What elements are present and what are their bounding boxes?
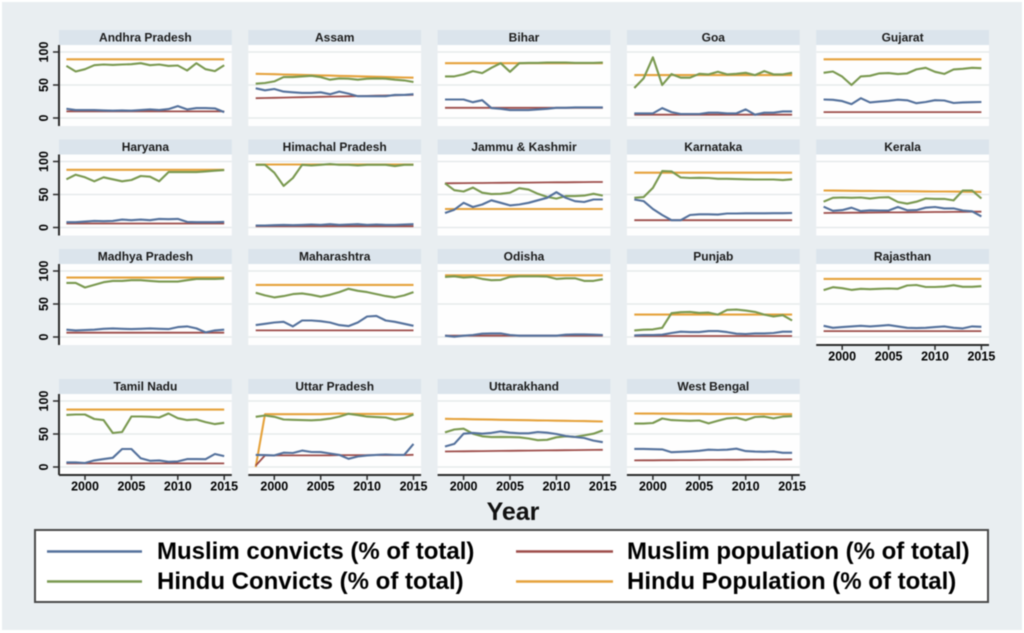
svg-text:0: 0 bbox=[37, 463, 51, 470]
svg-text:2005: 2005 bbox=[496, 479, 524, 493]
svg-text:50: 50 bbox=[37, 297, 51, 311]
svg-text:Kerala: Kerala bbox=[884, 140, 921, 154]
svg-text:Madhya Pradesh: Madhya Pradesh bbox=[98, 250, 193, 264]
svg-text:Odisha: Odisha bbox=[504, 250, 545, 264]
svg-text:2005: 2005 bbox=[685, 479, 713, 493]
svg-text:0: 0 bbox=[37, 333, 51, 340]
svg-text:Uttarakhand: Uttarakhand bbox=[489, 380, 559, 394]
svg-text:2015: 2015 bbox=[967, 349, 995, 363]
svg-text:Haryana: Haryana bbox=[122, 140, 170, 154]
svg-text:Bihar: Bihar bbox=[509, 31, 540, 45]
svg-text:Hindu Population (% of total): Hindu Population (% of total) bbox=[627, 568, 956, 595]
svg-text:2000: 2000 bbox=[71, 479, 99, 493]
svg-text:Hindu Convicts (% of total): Hindu Convicts (% of total) bbox=[157, 568, 464, 595]
svg-text:Punjab: Punjab bbox=[693, 250, 733, 264]
svg-text:Uttar Pradesh: Uttar Pradesh bbox=[295, 380, 374, 394]
svg-text:2000: 2000 bbox=[828, 349, 856, 363]
svg-text:2010: 2010 bbox=[164, 479, 192, 493]
svg-text:2005: 2005 bbox=[117, 479, 145, 493]
svg-text:100: 100 bbox=[37, 261, 51, 282]
svg-text:0: 0 bbox=[37, 114, 51, 121]
svg-text:Tamil Nadu: Tamil Nadu bbox=[114, 380, 178, 394]
svg-text:2015: 2015 bbox=[210, 479, 238, 493]
svg-text:0: 0 bbox=[37, 224, 51, 231]
svg-text:100: 100 bbox=[37, 391, 51, 412]
svg-text:2015: 2015 bbox=[400, 479, 428, 493]
svg-text:50: 50 bbox=[37, 427, 51, 441]
svg-text:Year: Year bbox=[487, 498, 540, 526]
svg-text:2005: 2005 bbox=[875, 349, 903, 363]
svg-text:Assam: Assam bbox=[315, 31, 354, 45]
svg-text:Muslim population (% of total): Muslim population (% of total) bbox=[627, 538, 970, 565]
svg-text:Karnataka: Karnataka bbox=[684, 140, 742, 154]
svg-text:West Bengal: West Bengal bbox=[677, 380, 749, 394]
svg-text:2015: 2015 bbox=[589, 479, 617, 493]
svg-text:2000: 2000 bbox=[260, 479, 288, 493]
svg-text:100: 100 bbox=[37, 42, 51, 63]
svg-text:2010: 2010 bbox=[921, 349, 949, 363]
svg-text:Jammu & Kashmir: Jammu & Kashmir bbox=[471, 140, 577, 154]
svg-text:Rajasthan: Rajasthan bbox=[874, 250, 931, 264]
svg-text:50: 50 bbox=[37, 78, 51, 92]
svg-text:Goa: Goa bbox=[702, 31, 726, 45]
svg-text:Maharashtra: Maharashtra bbox=[299, 250, 371, 264]
svg-text:Himachal Pradesh: Himachal Pradesh bbox=[283, 140, 387, 154]
svg-text:2010: 2010 bbox=[732, 479, 760, 493]
svg-text:2015: 2015 bbox=[778, 479, 806, 493]
svg-text:2000: 2000 bbox=[639, 479, 667, 493]
svg-text:2010: 2010 bbox=[542, 479, 570, 493]
svg-text:Andhra Pradesh: Andhra Pradesh bbox=[99, 31, 192, 45]
svg-text:100: 100 bbox=[37, 151, 51, 172]
svg-text:2005: 2005 bbox=[307, 479, 335, 493]
svg-text:50: 50 bbox=[37, 188, 51, 202]
svg-text:2010: 2010 bbox=[353, 479, 381, 493]
svg-text:Muslim convicts (% of total): Muslim convicts (% of total) bbox=[157, 538, 474, 565]
svg-text:2000: 2000 bbox=[450, 479, 478, 493]
svg-text:Gujarat: Gujarat bbox=[882, 31, 924, 45]
